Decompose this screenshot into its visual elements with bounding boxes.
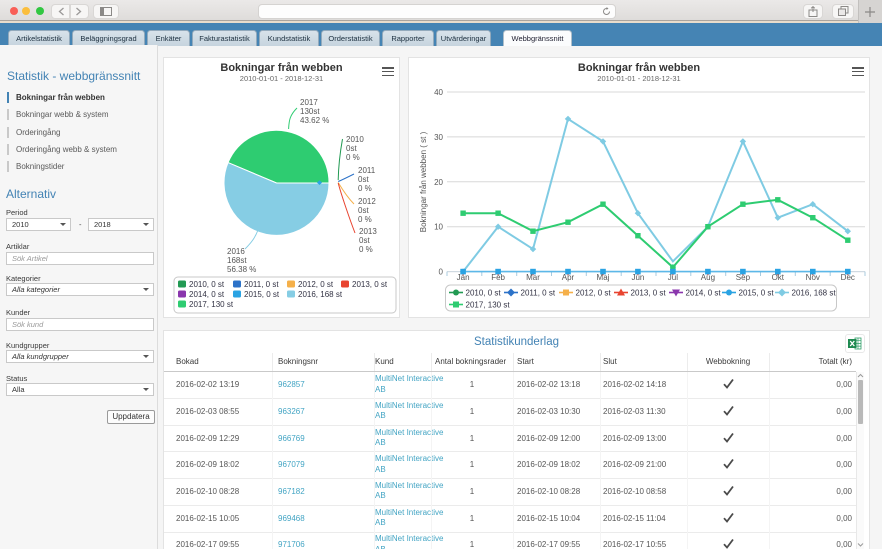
svg-text:Mar: Mar xyxy=(526,273,540,282)
svg-text:Aug: Aug xyxy=(701,273,715,282)
svg-text:56.38 %: 56.38 % xyxy=(227,265,256,274)
svg-text:2017, 130 st: 2017, 130 st xyxy=(466,301,511,310)
svg-text:0 %: 0 % xyxy=(346,153,360,162)
svg-text:40: 40 xyxy=(434,88,443,97)
svg-text:2017: 2017 xyxy=(300,98,318,107)
svg-text:Maj: Maj xyxy=(597,273,610,282)
svg-text:Jun: Jun xyxy=(631,273,644,282)
svg-text:2015, 0 st: 2015, 0 st xyxy=(244,290,280,299)
svg-text:2012: 2012 xyxy=(358,197,376,206)
svg-text:Sep: Sep xyxy=(736,273,751,282)
svg-text:2010, 0 st: 2010, 0 st xyxy=(466,289,502,298)
svg-text:Dec: Dec xyxy=(841,273,855,282)
svg-text:Bokningar från webben ( st ): Bokningar från webben ( st ) xyxy=(419,131,428,232)
svg-text:2014, 0 st: 2014, 0 st xyxy=(686,289,722,298)
svg-text:130st: 130st xyxy=(300,107,320,116)
svg-text:0 %: 0 % xyxy=(358,184,372,193)
svg-text:2013, 0 st: 2013, 0 st xyxy=(631,289,667,298)
svg-text:2015, 0 st: 2015, 0 st xyxy=(739,289,775,298)
svg-text:2016, 168 st: 2016, 168 st xyxy=(298,290,343,299)
svg-text:0st: 0st xyxy=(359,236,370,245)
svg-text:2014, 0 st: 2014, 0 st xyxy=(189,290,225,299)
svg-text:Feb: Feb xyxy=(491,273,505,282)
svg-text:0st: 0st xyxy=(358,175,369,184)
svg-text:2016: 2016 xyxy=(227,247,245,256)
svg-text:2012, 0 st: 2012, 0 st xyxy=(298,280,334,289)
svg-text:2012, 0 st: 2012, 0 st xyxy=(576,289,612,298)
svg-text:43.62 %: 43.62 % xyxy=(300,116,329,125)
svg-text:2013, 0 st: 2013, 0 st xyxy=(352,280,388,289)
svg-text:Nov: Nov xyxy=(806,273,820,282)
svg-text:2010, 0 st: 2010, 0 st xyxy=(189,280,225,289)
svg-text:10: 10 xyxy=(434,223,443,232)
svg-text:0 %: 0 % xyxy=(358,215,372,224)
svg-text:2011, 0 st: 2011, 0 st xyxy=(244,280,279,289)
svg-text:168st: 168st xyxy=(227,256,247,265)
svg-text:2010: 2010 xyxy=(346,135,364,144)
svg-text:2016, 168 st: 2016, 168 st xyxy=(792,289,837,298)
svg-text:0st: 0st xyxy=(358,206,369,215)
svg-text:2017, 130 st: 2017, 130 st xyxy=(189,300,234,309)
svg-text:Jan: Jan xyxy=(457,273,470,282)
svg-text:0: 0 xyxy=(439,268,444,277)
svg-text:20: 20 xyxy=(434,178,443,187)
svg-text:Jul: Jul xyxy=(668,273,678,282)
svg-text:Apr: Apr xyxy=(562,273,575,282)
svg-text:2011, 0 st: 2011, 0 st xyxy=(521,289,556,298)
svg-text:0st: 0st xyxy=(346,144,357,153)
svg-text:2013: 2013 xyxy=(359,227,377,236)
svg-text:2011: 2011 xyxy=(358,166,376,175)
svg-text:Okt: Okt xyxy=(772,273,785,282)
svg-text:30: 30 xyxy=(434,133,443,142)
svg-text:0 %: 0 % xyxy=(359,245,373,254)
